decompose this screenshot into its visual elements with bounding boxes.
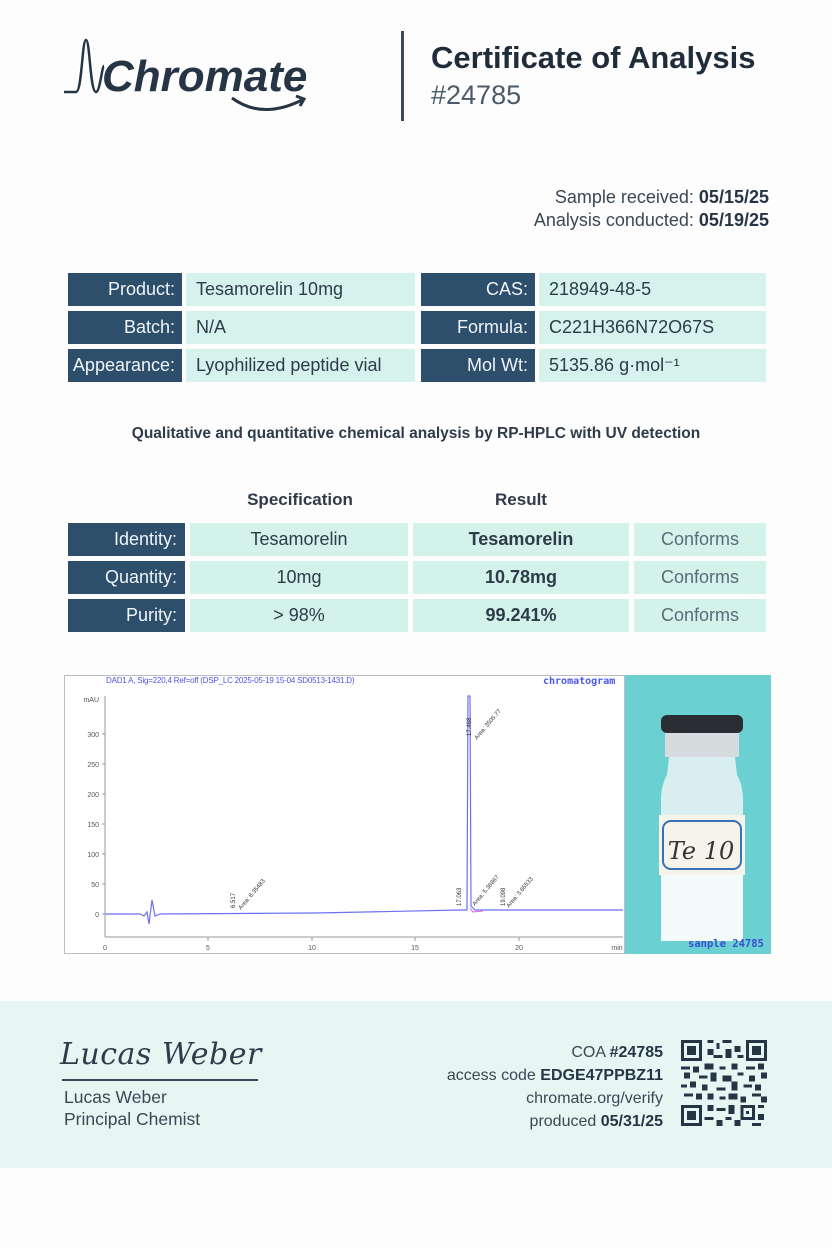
method-description: Qualitative and quantitative chemical an… (131, 425, 701, 442)
quantity-result: 10.78mg (413, 561, 629, 594)
coa-number: COA #24785 (571, 1044, 663, 1061)
identity-result: Tesamorelin (413, 523, 629, 556)
molwt-label: Mol Wt: (421, 349, 535, 382)
signature-line (62, 1079, 258, 1081)
svg-text:0: 0 (95, 912, 99, 919)
cas-label: CAS: (421, 273, 535, 306)
appearance-label: Appearance: (68, 349, 182, 382)
svg-text:250: 250 (87, 762, 99, 769)
svg-text:300: 300 (87, 732, 99, 739)
svg-text:0: 0 (103, 945, 107, 952)
molwt-value: 5135.86 g·mol⁻¹ (539, 349, 766, 382)
appearance-value: Lyophilized peptide vial (186, 349, 415, 382)
batch-value: N/A (186, 311, 415, 344)
smile-arrow-icon (231, 96, 303, 111)
chromatogram-tag: chromatogram (543, 676, 616, 687)
verification-block: COA #24785 access code EDGE47PPBZ11 chro… (447, 1041, 663, 1133)
vial-caption: sanple 24785 (688, 938, 764, 950)
svg-text:Area: 5.36867: Area: 5.36867 (472, 874, 501, 907)
batch-label: Batch: (68, 311, 182, 344)
formula-value: C221H366N72O67S (539, 311, 766, 344)
svg-text:15: 15 (411, 945, 419, 952)
svg-text:20: 20 (515, 945, 523, 952)
purity-result: 99.241% (413, 599, 629, 632)
identity-status: Conforms (634, 523, 766, 556)
svg-text:5: 5 (206, 945, 210, 952)
svg-text:Te 10: Te 10 (668, 837, 735, 865)
quantity-status: Conforms (634, 561, 766, 594)
certificate-number: #24785 (431, 80, 522, 110)
identity-spec: Tesamorelin (190, 523, 408, 556)
svg-text:17.468: 17.468 (467, 717, 473, 736)
purity-spec: > 98% (190, 599, 408, 632)
cas-value: 218949-48-5 (539, 273, 766, 306)
svg-text:150: 150 (87, 822, 99, 829)
signer-block: Lucas Weber Principal Chemist (64, 1086, 200, 1130)
access-code: access code EDGE47PPBZ11 (446, 1067, 663, 1084)
signer-name: Lucas Weber (64, 1087, 167, 1107)
verify-link[interactable]: chromate.org/verify (526, 1090, 663, 1107)
identity-label: Identity: (68, 523, 185, 556)
produced-date: produced 05/31/25 (529, 1113, 663, 1130)
page-title: Certificate of Analysis (431, 40, 756, 75)
purity-label: Purity: (68, 599, 185, 632)
signature-script: Lucas Weber (60, 1037, 262, 1072)
svg-text:min: min (611, 945, 622, 952)
formula-label: Formula: (421, 311, 535, 344)
qr-code-icon[interactable] (681, 1040, 767, 1126)
chromatogram-trace (105, 695, 623, 925)
result-column-header: Result (495, 490, 547, 509)
purity-status: Conforms (634, 599, 766, 632)
quantity-label: Quantity: (68, 561, 185, 594)
chromatogram-header: DAD1 A, Sig=220,4 Ref=off (DSP_LC 2025-0… (106, 676, 355, 685)
analysis-conducted: Analysis conducted: 05/19/25 (533, 210, 769, 230)
svg-text:Area: 3.65533: Area: 3.65533 (506, 876, 535, 909)
sample-received: Sample received: 05/15/25 (554, 187, 769, 207)
header-divider (401, 31, 404, 121)
peak-logo-icon (64, 38, 106, 94)
svg-text:100: 100 (87, 852, 99, 859)
svg-text:Area: 3505.77: Area: 3505.77 (474, 708, 503, 741)
product-label: Product: (68, 273, 182, 306)
dates-block: Sample received: 05/15/25 Analysis condu… (534, 186, 769, 232)
svg-text:6.517: 6.517 (231, 892, 237, 908)
signer-role: Principal Chemist (64, 1109, 201, 1129)
svg-text:19.098: 19.098 (501, 887, 507, 906)
spec-column-header: Specification (247, 490, 353, 509)
svg-text:Chromate: Chromate (102, 52, 307, 101)
svg-text:17.063: 17.063 (457, 887, 463, 906)
brand-logo: Chromate (62, 36, 332, 120)
svg-text:200: 200 (87, 792, 99, 799)
chromatogram-chart: mAU 300 250 200 150 100 50 0 0 5 10 15 2… (64, 675, 625, 954)
vial-photo: Te 10 (625, 675, 771, 954)
svg-text:50: 50 (91, 882, 99, 889)
svg-text:mAU: mAU (83, 697, 99, 704)
svg-text:Area: 8.35483: Area: 8.35483 (238, 878, 267, 911)
svg-text:10: 10 (308, 945, 316, 952)
product-value: Tesamorelin 10mg (186, 273, 415, 306)
quantity-spec: 10mg (190, 561, 408, 594)
